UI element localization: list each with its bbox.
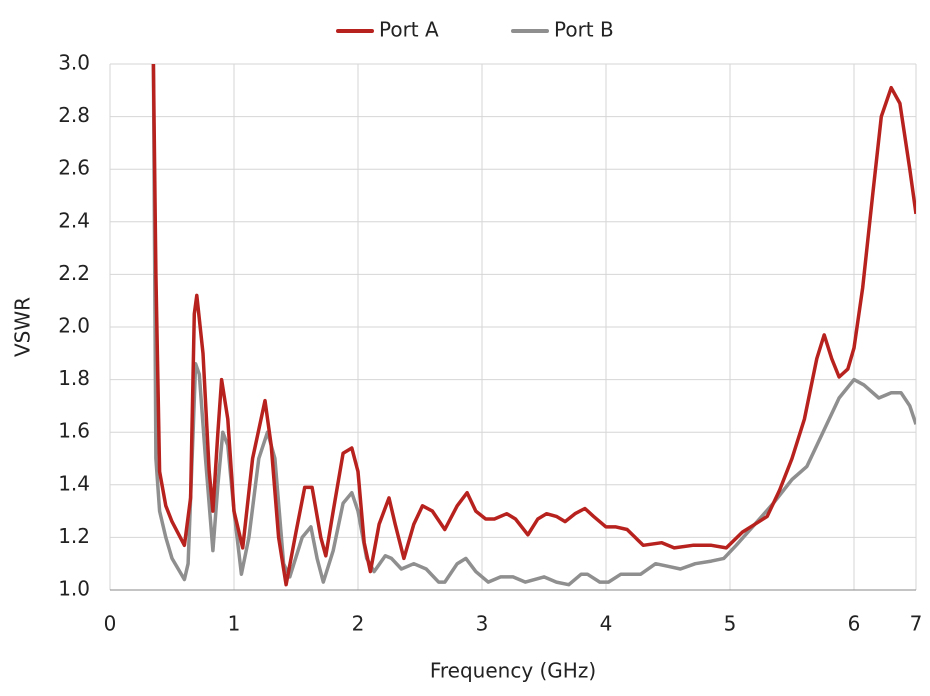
y-tick-label: 3.0 (58, 51, 90, 75)
y-tick-label: 1.2 (58, 524, 90, 548)
y-tick-label: 2.2 (58, 261, 90, 285)
y-axis-label: VSWR (11, 297, 35, 357)
y-tick-label: 1.8 (58, 366, 90, 390)
y-tick-label: 1.4 (58, 471, 90, 495)
y-tick-label: 1.0 (58, 577, 90, 601)
legend-label: Port B (554, 18, 614, 42)
x-tick-label: 1 (228, 612, 241, 636)
x-tick-label: 5 (724, 612, 737, 636)
y-tick-label: 2.0 (58, 314, 90, 338)
x-tick-label: 2 (352, 612, 365, 636)
x-tick-label: 7 (910, 612, 923, 636)
x-tick-label: 6 (848, 612, 861, 636)
y-tick-label: 1.6 (58, 419, 90, 443)
x-axis-label: Frequency (GHz) (430, 659, 596, 683)
legend-label: Port A (379, 18, 439, 42)
series-line (151, 63, 916, 587)
y-tick-label: 2.8 (58, 103, 90, 127)
y-tick-label: 2.6 (58, 156, 90, 180)
x-tick-label: 0 (104, 612, 117, 636)
y-tick-label: 2.4 (58, 208, 90, 232)
x-tick-label: 3 (476, 612, 489, 636)
x-tick-label: 4 (600, 612, 613, 636)
series-line (151, 63, 916, 587)
